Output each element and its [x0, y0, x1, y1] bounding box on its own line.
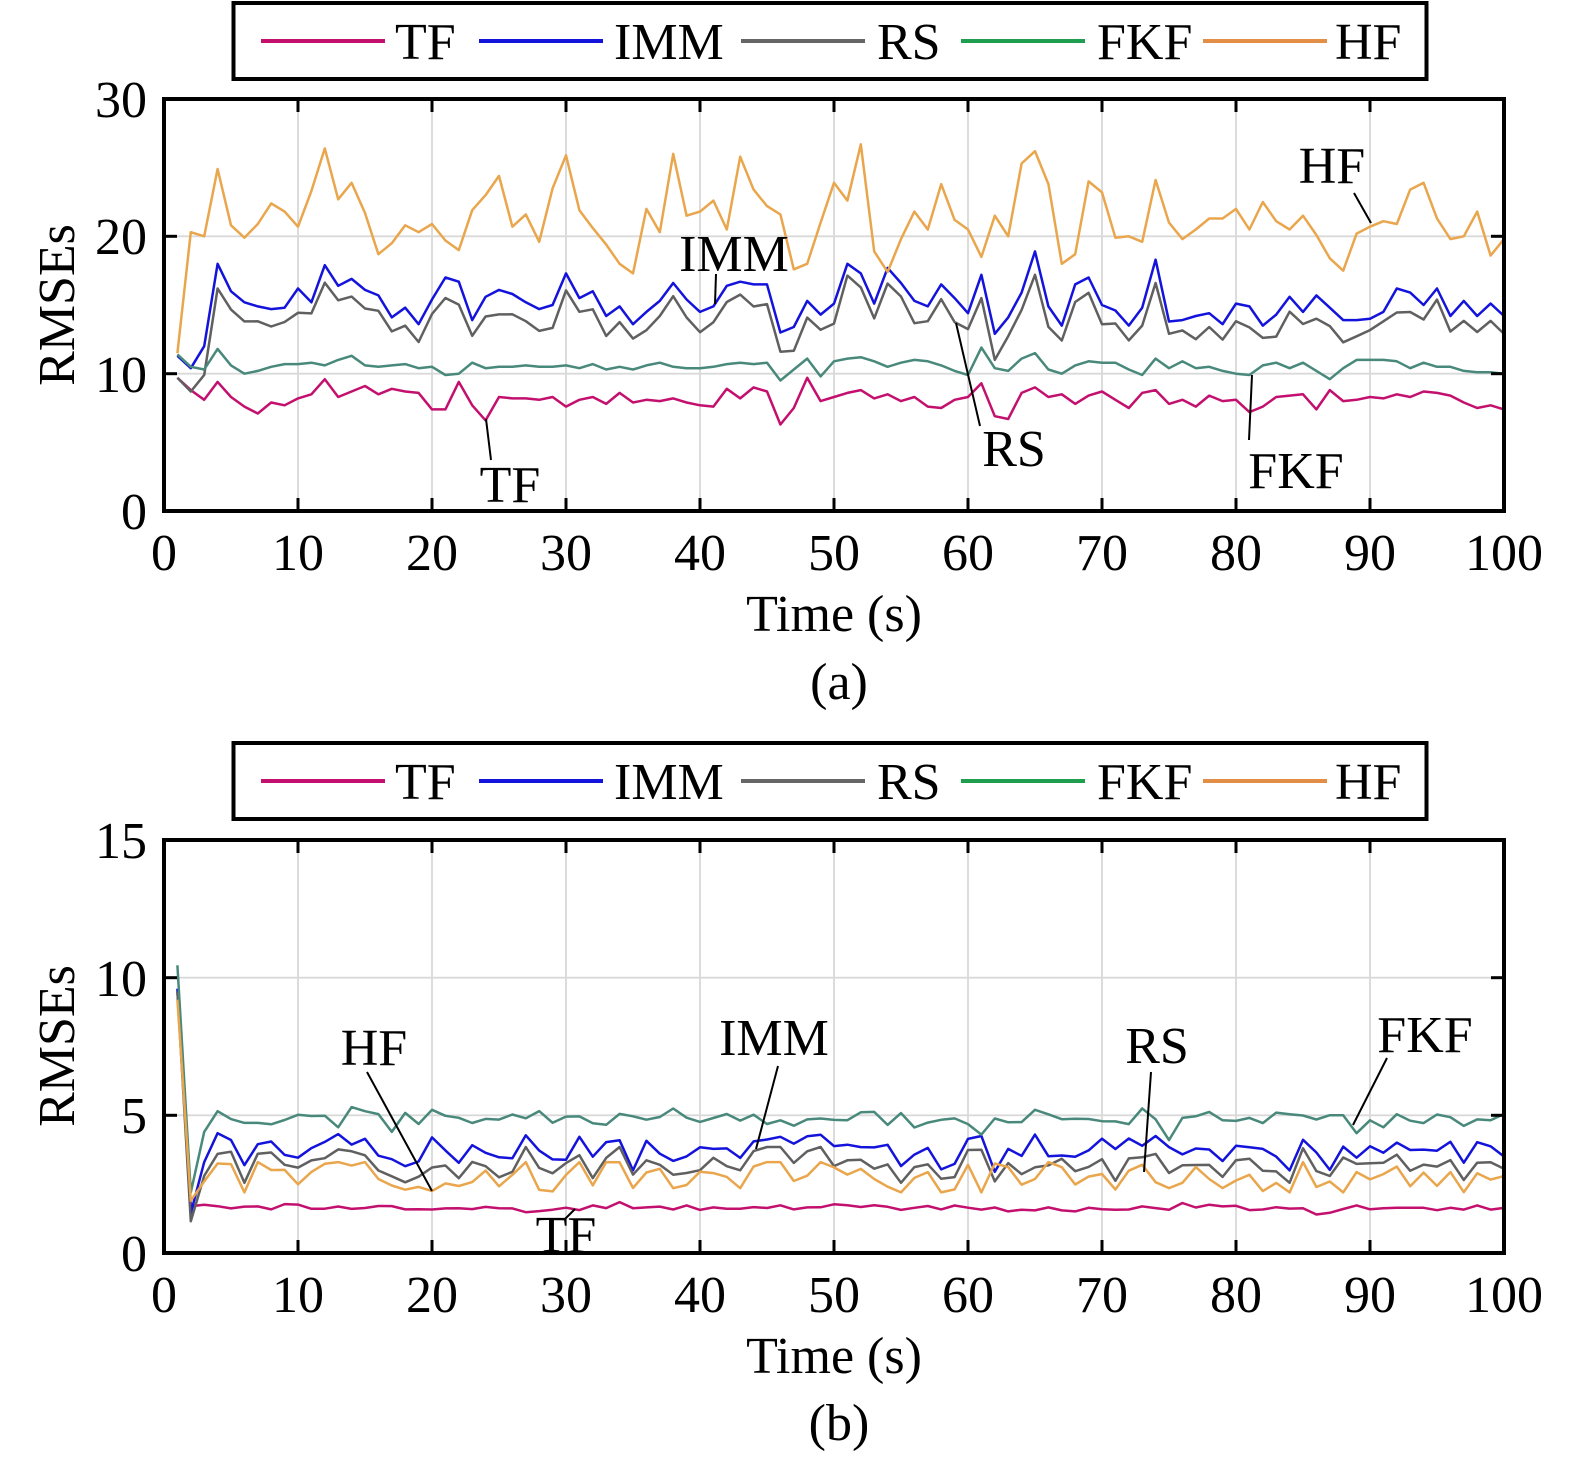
svg-text:20: 20 — [406, 1267, 458, 1324]
svg-text:0: 0 — [121, 1226, 147, 1283]
svg-text:FKF: FKF — [1097, 14, 1192, 71]
svg-text:IMM: IMM — [719, 1010, 829, 1067]
svg-text:RS: RS — [982, 421, 1046, 478]
svg-text:10: 10 — [95, 951, 147, 1008]
svg-text:90: 90 — [1344, 1267, 1396, 1324]
svg-text:HF: HF — [1299, 138, 1365, 195]
svg-text:0: 0 — [121, 484, 147, 541]
svg-text:20: 20 — [406, 525, 458, 582]
svg-text:RS: RS — [1125, 1018, 1189, 1075]
svg-text:60: 60 — [942, 1267, 994, 1324]
svg-text:40: 40 — [674, 525, 726, 582]
svg-text:100: 100 — [1465, 1267, 1543, 1324]
svg-text:50: 50 — [808, 1267, 860, 1324]
svg-text:(b): (b) — [809, 1395, 870, 1452]
svg-text:0: 0 — [151, 1267, 177, 1324]
svg-text:70: 70 — [1076, 525, 1128, 582]
svg-text:Time (s): Time (s) — [746, 1328, 922, 1385]
svg-text:IMM: IMM — [679, 226, 789, 283]
svg-text:FKF: FKF — [1377, 1007, 1472, 1064]
svg-text:50: 50 — [808, 525, 860, 582]
svg-text:0: 0 — [151, 525, 177, 582]
svg-text:20: 20 — [95, 209, 147, 266]
svg-text:FKF: FKF — [1248, 443, 1343, 500]
svg-text:5: 5 — [121, 1088, 147, 1145]
svg-text:HF: HF — [1335, 754, 1401, 811]
svg-text:80: 80 — [1210, 1267, 1262, 1324]
svg-text:TF: TF — [536, 1207, 597, 1264]
svg-text:HF: HF — [341, 1020, 407, 1077]
svg-text:(a): (a) — [810, 654, 868, 711]
svg-text:IMM: IMM — [614, 754, 724, 811]
svg-text:RS: RS — [877, 14, 941, 71]
svg-text:Time (s): Time (s) — [746, 586, 922, 643]
svg-text:TF: TF — [395, 14, 456, 71]
svg-text:30: 30 — [540, 525, 592, 582]
svg-text:10: 10 — [95, 347, 147, 404]
svg-text:15: 15 — [95, 813, 147, 870]
svg-text:HF: HF — [1335, 14, 1401, 71]
svg-text:30: 30 — [540, 1267, 592, 1324]
svg-text:IMM: IMM — [614, 14, 724, 71]
svg-text:60: 60 — [942, 525, 994, 582]
svg-text:10: 10 — [272, 1267, 324, 1324]
svg-text:30: 30 — [95, 72, 147, 129]
svg-text:TF: TF — [395, 754, 456, 811]
svg-text:40: 40 — [674, 1267, 726, 1324]
svg-text:90: 90 — [1344, 525, 1396, 582]
svg-text:RMSEs: RMSEs — [29, 224, 86, 386]
svg-text:FKF: FKF — [1097, 754, 1192, 811]
svg-text:10: 10 — [272, 525, 324, 582]
svg-text:80: 80 — [1210, 525, 1262, 582]
svg-text:TF: TF — [480, 457, 541, 514]
svg-text:100: 100 — [1465, 525, 1543, 582]
svg-text:70: 70 — [1076, 1267, 1128, 1324]
svg-text:RS: RS — [877, 754, 941, 811]
svg-text:RMSEs: RMSEs — [29, 965, 86, 1127]
